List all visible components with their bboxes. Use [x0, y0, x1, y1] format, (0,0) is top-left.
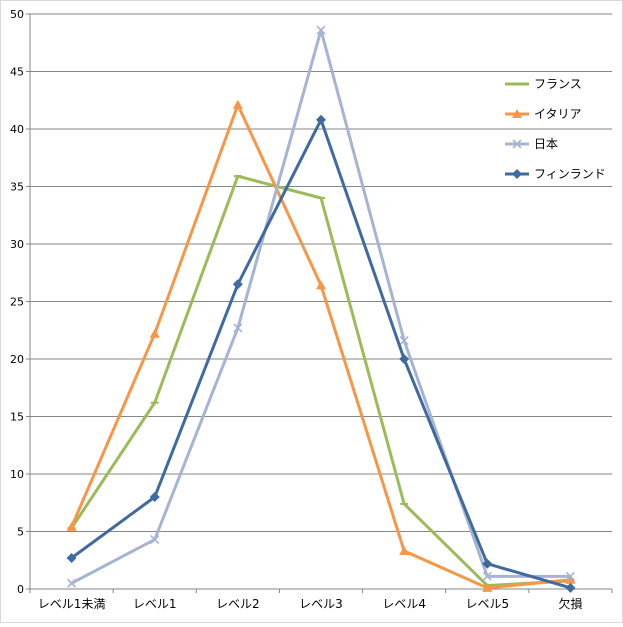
data-point-marker — [482, 571, 492, 581]
data-point-marker — [399, 546, 410, 556]
gridlines — [30, 13, 612, 532]
legend-item: 日本 — [505, 137, 558, 151]
series-2 — [67, 25, 575, 588]
data-point-marker — [232, 99, 243, 109]
legend-marker — [512, 139, 522, 149]
data-point-marker — [565, 571, 575, 581]
data-point-marker — [67, 578, 77, 588]
data-point-marker — [316, 25, 326, 35]
data-point-marker — [66, 552, 77, 563]
legend-label: 日本 — [534, 137, 558, 151]
data-point-marker — [565, 574, 576, 584]
x-tick-label: 欠損 — [558, 596, 582, 611]
y-tick-label: 45 — [10, 66, 24, 79]
legend-label: イタリア — [534, 107, 582, 121]
y-tick-label: 25 — [10, 296, 24, 309]
data-point-marker — [482, 558, 493, 569]
series-1 — [66, 99, 576, 592]
legend-item: イタリア — [505, 107, 582, 121]
legend-label: フランス — [534, 77, 582, 91]
x-tick-label: レベル1 — [133, 597, 177, 611]
y-tick-label: 15 — [10, 411, 24, 424]
data-point-marker — [150, 534, 160, 545]
legend-marker — [512, 109, 522, 118]
x-tick-label: レベル4 — [382, 597, 426, 611]
y-tick-label: 0 — [17, 583, 24, 596]
legend-item: フィンランド — [505, 167, 606, 181]
data-point-marker — [482, 582, 493, 592]
y-tick-label: 5 — [17, 526, 24, 539]
data-point-marker — [565, 582, 576, 593]
legend-marker — [512, 169, 522, 179]
x-tick-label: レベル1未満 — [38, 597, 106, 611]
axes: 0 5 10 15 20 25 30 35 40 45 50 レベル1未満 レベル1 レベル2 レベル3 レベ… — [10, 8, 613, 611]
y-tick-label: 10 — [10, 468, 24, 481]
y-tick-label: 35 — [10, 181, 24, 194]
data-point-marker — [66, 521, 77, 531]
y-tick-label: 30 — [10, 238, 24, 251]
data-point-marker — [233, 323, 243, 333]
series-3 — [66, 114, 576, 593]
data-point-marker — [399, 336, 409, 346]
x-tick-label: レベル5 — [465, 597, 509, 611]
y-tick-label: 20 — [10, 353, 24, 366]
x-tick-label: レベル3 — [299, 597, 343, 611]
y-tick-label: 40 — [10, 123, 24, 136]
y-tick-label: 50 — [10, 8, 24, 21]
legend-label: フィンランド — [534, 167, 606, 181]
series-lines — [66, 25, 576, 593]
data-point-marker — [316, 114, 326, 125]
data-point-marker — [399, 354, 410, 364]
legend-item: フランス — [505, 77, 582, 91]
data-point-marker — [316, 280, 326, 290]
data-point-marker — [149, 328, 160, 338]
x-tick-label: レベル2 — [216, 597, 260, 611]
data-point-marker — [232, 279, 243, 290]
data-point-marker — [149, 492, 160, 502]
